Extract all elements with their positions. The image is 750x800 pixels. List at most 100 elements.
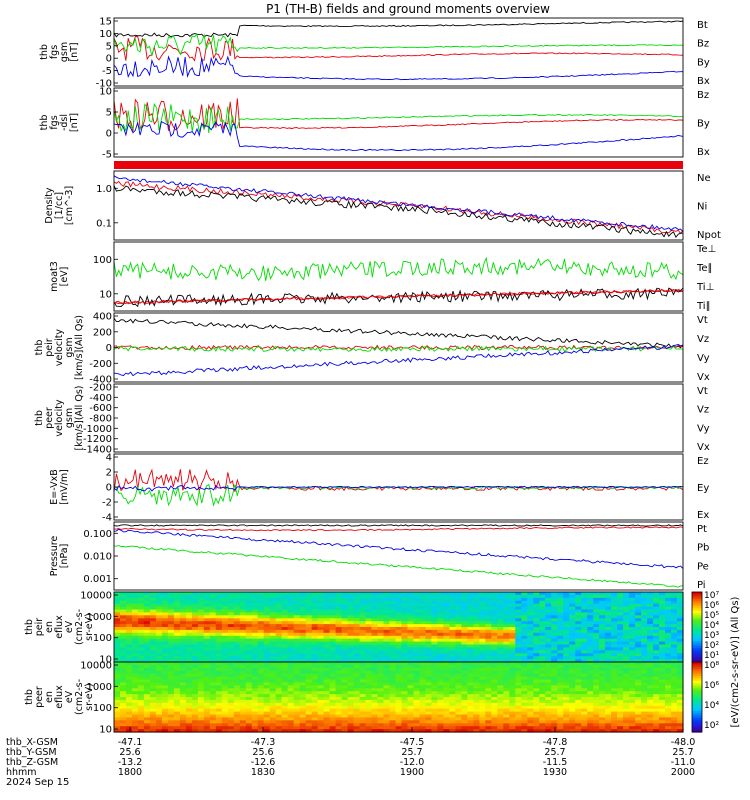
heat-cell [323,717,331,721]
heat-cell [551,653,558,657]
heat-cell [155,714,163,718]
heat-cell [641,656,648,660]
heat-cell [425,685,433,689]
heat-cell [257,629,265,634]
heat-cell [479,592,486,596]
heat-cell [527,603,534,608]
heat-cell [329,629,337,634]
heat-cell [161,685,169,689]
heat-cell [233,624,241,628]
heat-cell [329,662,337,666]
heat-cell [473,653,480,657]
heat-cell [617,609,624,613]
heat-cell [431,629,438,634]
heat-cell [485,667,492,672]
heat-cell [239,723,247,727]
heat-cell [551,592,558,596]
heat-cell [635,644,642,648]
heat-cell [173,726,181,730]
heat-cell [155,594,163,599]
heat-cell [581,653,588,657]
heat-cell [269,697,277,701]
heat-cell [359,697,367,701]
heat-cell [671,673,678,678]
heat-cell [185,638,193,643]
heat-cell [677,650,684,654]
heat-cell [132,702,139,707]
heat-cell [593,638,600,643]
heat-cell [269,676,277,681]
heat-cell [138,612,145,616]
heat-cell [221,618,229,622]
heat-cell [647,650,654,654]
heat-cell [533,618,540,622]
heat-cell [335,662,343,666]
heat-cell [323,688,331,692]
heat-cell [599,667,606,672]
heat-cell [653,656,660,660]
heat-cell [281,682,289,686]
heat-cell [533,667,540,672]
heat-cell [215,629,223,634]
heat-cell [293,723,301,727]
heat-cell [126,682,133,686]
heat-cell [467,647,474,651]
heat-cell [269,629,277,634]
heat-cell [227,694,235,698]
heat-cell [353,714,361,718]
heat-cell [545,653,552,657]
heat-cell [593,594,600,599]
heat-cell [509,592,516,596]
heat-cell [114,638,121,643]
heat-cell [581,679,588,683]
heat-cell [551,606,558,611]
heat-cell [263,729,271,733]
heat-cell [305,664,313,669]
heat-cell [509,723,516,727]
heat-cell [413,685,421,689]
heat-cell [431,726,438,730]
heat-cell [185,705,193,710]
y-axis-label: thb [34,410,45,426]
heat-cell [623,653,630,657]
heat-cell [263,618,271,622]
heat-cell [599,670,606,675]
heat-cell [617,647,624,651]
heat-cell [215,612,223,616]
heat-cell [245,705,253,710]
heat-cell [371,679,379,683]
heat-cell [335,629,343,634]
heat-cell [149,629,157,634]
heat-cell [155,697,163,701]
heat-cell [126,618,133,622]
heat-cell [497,618,504,622]
heat-cell [599,650,606,654]
heat-cell [413,627,421,631]
heat-cell [239,612,247,616]
heat-cell [623,644,630,648]
heat-cell [365,729,373,733]
heat-cell [353,600,361,605]
heat-cell [653,708,660,713]
heat-cell [575,594,582,599]
footer-value: -47.3 [251,737,276,748]
heat-cell [437,702,444,707]
heat-cell [401,632,409,637]
heat-cell [179,606,187,611]
heat-cell [377,688,385,692]
heat-cell [389,638,397,643]
heat-cell [377,638,385,643]
heat-cell [371,603,379,608]
heat-cell [275,708,283,713]
heat-cell [245,603,253,608]
heat-cell [425,697,433,701]
heat-cell [287,673,295,678]
heat-cell [545,612,552,616]
heat-cell [473,708,480,713]
heat-cell [155,691,163,695]
heat-cell [161,606,169,611]
heat-cell [467,708,474,713]
colorbar-step [692,627,702,630]
heat-cell [575,629,582,634]
heat-cell [371,662,379,666]
